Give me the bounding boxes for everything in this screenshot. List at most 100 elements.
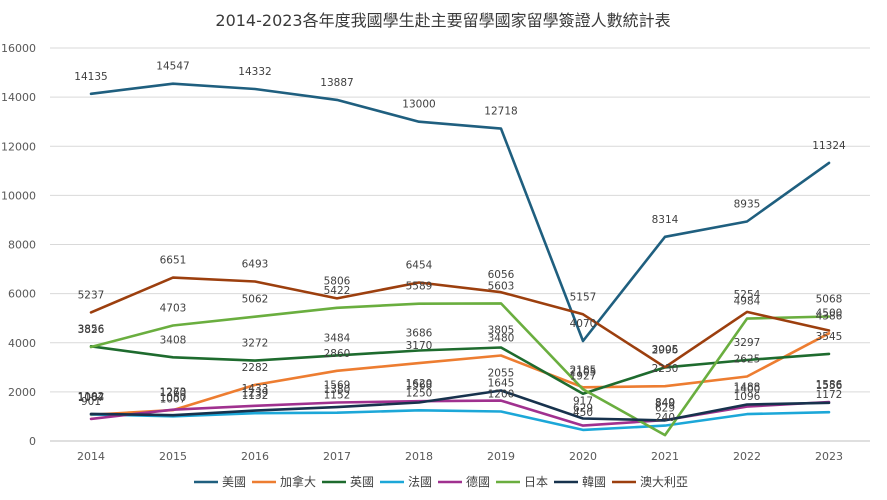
data-label: 2860 <box>324 348 351 360</box>
data-label: 1260 <box>160 387 187 399</box>
y-tick-label: 12000 <box>1 140 36 153</box>
data-label: 1084 <box>78 391 105 403</box>
data-label: 11324 <box>812 140 846 152</box>
legend-item-label: 美國 <box>222 475 246 489</box>
x-tick-label: 2015 <box>159 450 187 463</box>
data-label: 3297 <box>734 337 761 349</box>
data-label: 1273 <box>160 387 187 399</box>
y-axis-ticks: 0 2000 4000 6000 8000 10000 12000 14000 16000 <box>1 42 36 448</box>
chart-title: 2014-2023各年度我國學生赴主要留學國家留學簽證人數統計表 <box>215 11 670 30</box>
y-tick-label: 6000 <box>8 288 36 301</box>
data-label: 1172 <box>816 389 843 401</box>
y-tick-label: 14000 <box>1 91 36 104</box>
data-label: 1927 <box>570 371 597 383</box>
data-label: 14332 <box>238 66 271 78</box>
series-lines <box>89 82 831 437</box>
legend-item-label: 英國 <box>350 475 374 489</box>
legend-item-label: 法國 <box>408 475 432 489</box>
data-label: 1568 <box>406 379 433 391</box>
data-label: 2105 <box>570 366 597 378</box>
data-label: 4386 <box>816 310 843 322</box>
data-label: 849 <box>655 397 675 409</box>
data-label: 4070 <box>570 318 597 330</box>
data-label: 2055 <box>488 368 515 380</box>
data-label: 1569 <box>324 379 351 391</box>
data-label: 1200 <box>488 389 515 401</box>
data-label: 629 <box>573 403 593 415</box>
data-label: 1102 <box>78 391 105 403</box>
data-label: 12718 <box>484 106 517 118</box>
data-label: 2996 <box>652 344 679 356</box>
data-label: 4703 <box>160 302 187 314</box>
data-label: 5062 <box>242 294 269 306</box>
legend-item-label: 加拿大 <box>280 474 316 489</box>
data-label: 1400 <box>734 384 761 396</box>
series-line-3 <box>89 408 831 432</box>
y-tick-label: 10000 <box>1 189 36 202</box>
data-label: 2230 <box>652 363 679 375</box>
data-label: 6056 <box>488 269 515 281</box>
data-label: 901 <box>81 396 101 408</box>
data-label: 1050 <box>160 392 187 404</box>
data-label: 3856 <box>78 323 105 335</box>
legend-item-label: 日本 <box>524 475 548 489</box>
y-tick-label: 16000 <box>1 42 36 55</box>
data-label: 1152 <box>324 390 351 402</box>
data-label: 5157 <box>570 291 597 303</box>
data-label: 840 <box>655 397 675 409</box>
data-label: 14135 <box>74 71 107 83</box>
data-label: 4984 <box>734 296 761 308</box>
data-label: 1007 <box>160 393 187 405</box>
data-label: 5422 <box>324 285 351 297</box>
data-label: 3272 <box>242 338 269 350</box>
data-label: 240 <box>655 412 675 424</box>
data-label: 2282 <box>242 362 269 374</box>
data-label: 1488 <box>734 381 761 393</box>
data-label: 1067 <box>78 392 105 404</box>
data-label: 3484 <box>324 332 351 344</box>
data-label: 5068 <box>816 294 843 306</box>
data-label: 1645 <box>488 378 515 390</box>
legend-item-label: 德國 <box>466 474 490 489</box>
gridlines <box>50 47 870 442</box>
data-label: 13887 <box>320 77 353 89</box>
data-label: 5589 <box>406 281 433 293</box>
data-labels: 14135 14547 14332 13887 13000 12718 4070 8314 89… <box>74 61 846 424</box>
data-label: 2185 <box>570 364 597 376</box>
y-tick-label: 2000 <box>8 386 36 399</box>
series-line-7 <box>89 276 831 369</box>
data-label: 5806 <box>324 275 351 287</box>
data-label: 1096 <box>734 391 761 403</box>
data-label: 5254 <box>734 289 761 301</box>
series-line-6 <box>89 389 831 422</box>
data-label: 1250 <box>406 387 433 399</box>
data-label: 1433 <box>242 383 269 395</box>
data-label: 3826 <box>78 324 105 336</box>
data-label: 5603 <box>488 280 515 292</box>
data-label: 3005 <box>652 344 679 356</box>
legend: 美國 加拿大 英國 法國 德國 日本 韓國 澳大利亞 <box>194 474 688 489</box>
x-tick-label: 2017 <box>323 450 351 463</box>
data-label: 14547 <box>156 61 189 73</box>
x-tick-label: 2022 <box>733 450 761 463</box>
data-label: 1556 <box>816 380 843 392</box>
data-label: 629 <box>655 403 675 415</box>
data-label: 8935 <box>734 199 761 211</box>
x-tick-label: 2021 <box>651 450 679 463</box>
data-label: 1380 <box>324 384 351 396</box>
legend-item-label: 韓國 <box>582 475 606 489</box>
x-tick-label: 2018 <box>405 450 433 463</box>
data-label: 1132 <box>242 390 269 402</box>
x-tick-label: 2019 <box>487 450 515 463</box>
x-tick-label: 2023 <box>815 450 843 463</box>
series-line-0 <box>89 82 831 343</box>
data-label: 5237 <box>78 289 105 301</box>
data-label: 8314 <box>652 214 679 226</box>
y-tick-label: 0 <box>29 435 36 448</box>
series-line-2 <box>89 344 831 396</box>
y-tick-label: 8000 <box>8 239 36 252</box>
x-tick-label: 2020 <box>569 450 597 463</box>
data-label: 4500 <box>816 307 843 319</box>
series-line-5 <box>89 302 831 437</box>
